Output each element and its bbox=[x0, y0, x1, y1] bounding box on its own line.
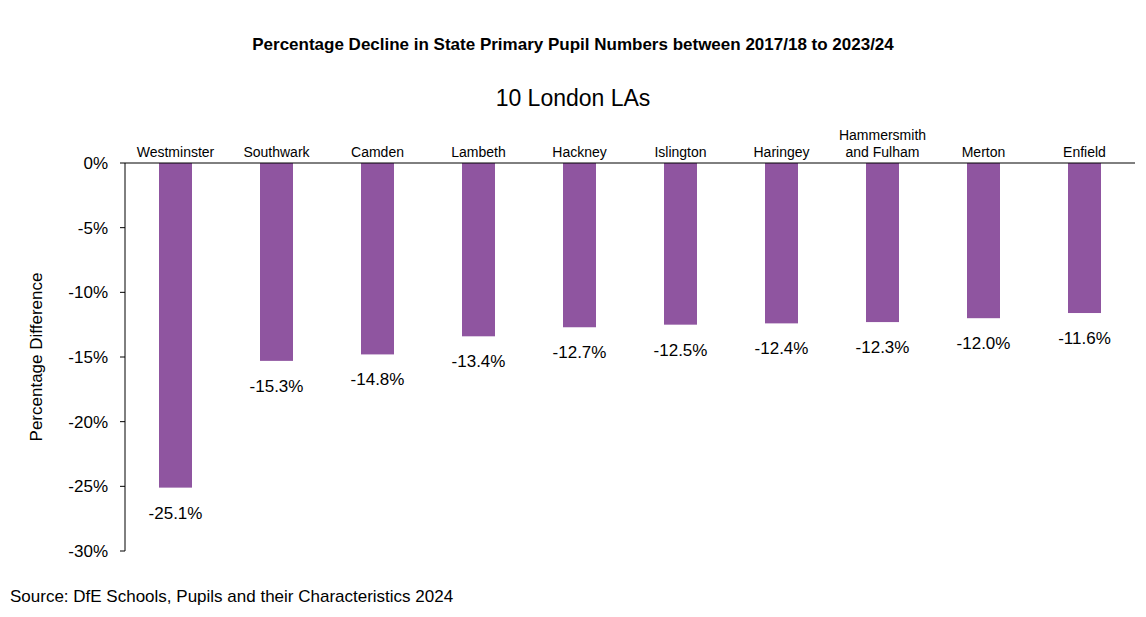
category-label: Lambeth bbox=[451, 144, 505, 160]
data-label: -15.3% bbox=[250, 377, 304, 396]
data-label: -14.8% bbox=[351, 370, 405, 389]
y-tick bbox=[120, 486, 125, 487]
data-label: -12.7% bbox=[553, 343, 607, 362]
bar bbox=[765, 163, 798, 323]
category-label: Southwark bbox=[243, 144, 310, 160]
y-tick-label: -20% bbox=[68, 413, 108, 432]
bar bbox=[967, 163, 1000, 318]
data-label: -13.4% bbox=[452, 352, 506, 371]
category-label: Camden bbox=[351, 144, 404, 160]
bar bbox=[563, 163, 596, 327]
bar bbox=[1068, 163, 1101, 313]
title: Percentage Decline in State Primary Pupi… bbox=[252, 35, 894, 54]
y-tick-label: -10% bbox=[68, 283, 108, 302]
bars bbox=[159, 163, 1101, 488]
bar bbox=[462, 163, 495, 336]
bar bbox=[159, 163, 192, 488]
category-label: Hammersmithand Fulham bbox=[839, 127, 926, 160]
data-label: -12.0% bbox=[957, 334, 1011, 353]
category-label: Westminster bbox=[137, 144, 215, 160]
data-label: -11.6% bbox=[1058, 329, 1111, 348]
category-label: Merton bbox=[962, 144, 1006, 160]
chart: Percentage Decline in State Primary Pupi… bbox=[0, 0, 1146, 617]
data-label: -25.1% bbox=[149, 504, 203, 523]
y-tick bbox=[120, 227, 125, 228]
category-label: Haringey bbox=[753, 144, 809, 160]
bar bbox=[361, 163, 394, 354]
category-label: Hackney bbox=[552, 144, 606, 160]
subtitle: 10 London LAs bbox=[496, 85, 651, 111]
data-label: -12.4% bbox=[755, 339, 809, 358]
y-axis-label: Percentage Difference bbox=[27, 273, 46, 442]
y-tick-label: -30% bbox=[68, 542, 108, 561]
data-label: -12.3% bbox=[856, 338, 910, 357]
bar bbox=[664, 163, 697, 325]
y-tick bbox=[120, 163, 125, 164]
y-tick bbox=[120, 357, 125, 358]
bar bbox=[866, 163, 899, 322]
category-label: Islington bbox=[654, 144, 706, 160]
y-tick bbox=[120, 551, 125, 552]
y-tick-label: -15% bbox=[68, 348, 108, 367]
y-tick-label: -25% bbox=[68, 477, 108, 496]
y-tick-label: 0% bbox=[83, 154, 108, 173]
y-axis bbox=[125, 163, 126, 551]
x-axis bbox=[125, 163, 1135, 164]
category-label: Enfield bbox=[1063, 144, 1106, 160]
y-tick-label: -5% bbox=[78, 219, 108, 238]
bar bbox=[260, 163, 293, 361]
y-tick bbox=[120, 421, 125, 422]
data-label: -12.5% bbox=[654, 341, 708, 360]
source: Source: DfE Schools, Pupils and their Ch… bbox=[10, 587, 453, 606]
y-tick bbox=[120, 292, 125, 293]
